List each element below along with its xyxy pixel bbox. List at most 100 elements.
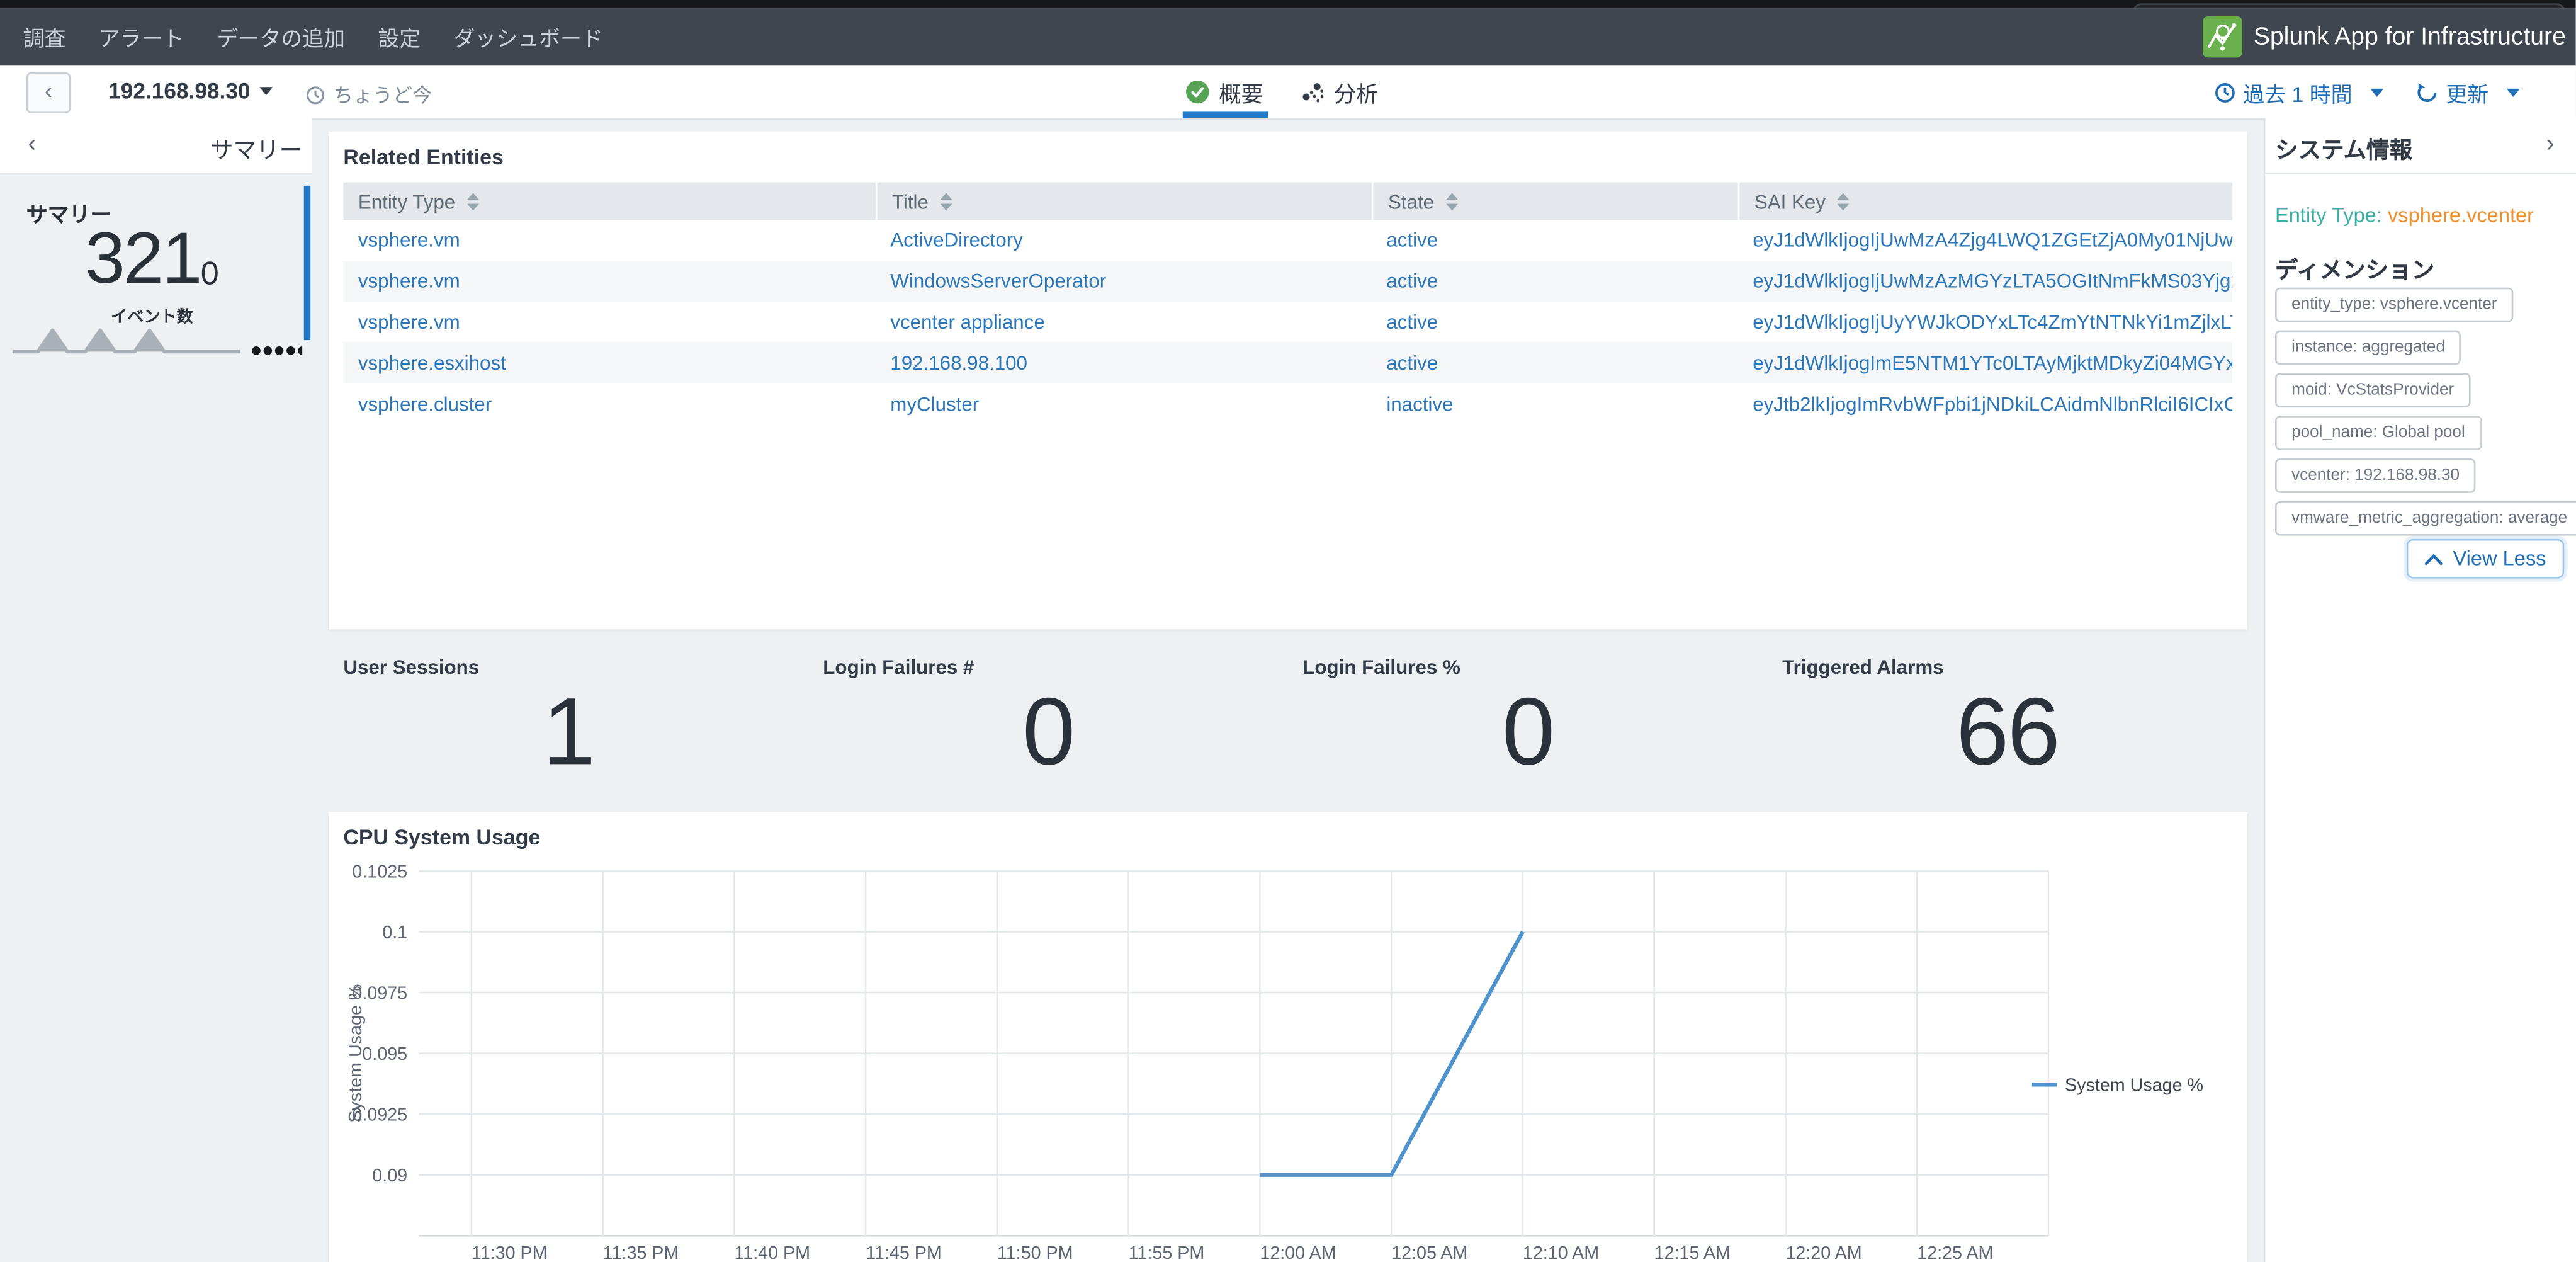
last-updated-status: ちょうど今 <box>305 81 432 108</box>
cell-link[interactable]: WindowsServerOperator <box>890 270 1107 293</box>
panel-title: Related Entities <box>343 144 504 169</box>
column-header[interactable]: Title <box>875 182 1372 220</box>
cell-link[interactable]: vsphere.vm <box>358 270 460 293</box>
dimension-pill[interactable]: instance: aggregated <box>2275 330 2461 365</box>
kpi-label: Login Failures % <box>1302 656 1460 679</box>
dimension-pill[interactable]: pool_name: Global pool <box>2275 416 2482 450</box>
event-count-value: 321 0 <box>0 219 304 299</box>
dimension-pill[interactable]: vmware_metric_aggregation: average <box>2275 501 2576 536</box>
chevron-down-icon <box>2370 88 2384 97</box>
x-tick-label: 12:05 AM <box>1391 1243 1467 1262</box>
cell-link[interactable]: vsphere.esxihost <box>358 351 506 375</box>
cell-link[interactable]: vsphere.vm <box>358 229 460 253</box>
cell-link[interactable]: active <box>1386 270 1438 293</box>
table-body: vsphere.vm ActiveDirectory active eyJ1dWlkI… <box>343 220 2233 424</box>
clock-icon <box>2214 83 2234 103</box>
dimension-pills: entity_type: vsphere.vcenter instance: ag… <box>2275 287 2576 544</box>
related-entities-table: Entity Type Title State SAI Key vsphere.vm A… <box>343 182 2233 424</box>
table-row: vsphere.vm ActiveDirectory active eyJ1dWlkI… <box>343 220 2232 261</box>
y-axis-title: System Usage % <box>346 984 366 1123</box>
check-circle-icon <box>1185 80 1209 104</box>
nav-item-1[interactable]: アラート <box>98 26 184 51</box>
cell-link[interactable]: inactive <box>1386 392 1454 416</box>
legend-label: System Usage % <box>2065 1076 2203 1096</box>
kpi-panel: Login Failures # 0 <box>808 637 1288 802</box>
y-tick-label: 0.1 <box>382 923 407 943</box>
cell-link[interactable]: eyJtb2lkIjogImRvbWFpbi1jNDkiLCAidmNlbnRl… <box>1753 392 2233 416</box>
cell-link[interactable]: active <box>1386 229 1438 253</box>
summary-tile[interactable]: サマリー 321 0 イベント数 <box>0 184 312 355</box>
related-entities-panel: Related Entities Entity Type Title State SA… <box>328 131 2247 630</box>
chevron-down-icon <box>2506 88 2520 97</box>
x-tick-label: 12:20 AM <box>1785 1243 1861 1262</box>
refresh-label: 更新 <box>2446 82 2489 107</box>
kpi-label: Triggered Alarms <box>1782 656 1944 679</box>
entity-selector-label: 192.168.98.30 <box>108 79 251 104</box>
app-branding: Splunk App for Infrastructure <box>2202 8 2566 65</box>
top-nav-bar: 調査 アラート データの追加 設定 ダッシュボード Splunk App for Inf… <box>0 8 2576 66</box>
nav-item-2[interactable]: データの追加 <box>217 26 346 51</box>
nav-item-3[interactable]: 設定 <box>378 26 421 51</box>
dimension-pill[interactable]: entity_type: vsphere.vcenter <box>2275 287 2514 322</box>
cell-link[interactable]: 192.168.98.100 <box>890 351 1027 375</box>
event-count-suffix: 0 <box>200 256 219 293</box>
sidebar-collapse-chevron[interactable]: ‹ <box>28 130 37 158</box>
table-row: vsphere.esxihost 192.168.98.100 active eyJ1… <box>343 342 2233 384</box>
kpi-row: User Sessions 1 Login Failures #0 Login Fai… <box>329 637 2247 802</box>
column-header[interactable]: State <box>1371 182 1738 220</box>
tab-analysis-label: 分析 <box>1333 82 1379 107</box>
panel-collapse-chevron[interactable]: › <box>2546 130 2555 158</box>
cpu-system-usage-chart[interactable]: 0.1025 0.1 0.0975 0.095 0.0925 0.09 11:30 PM 11… <box>329 812 2247 1262</box>
browser-top-strip <box>0 0 2576 9</box>
event-trend-sparkline <box>13 328 303 355</box>
cell-link[interactable]: eyJ1dWlkIjogIjUyYWJkODYxLTc4ZmYtNTNkYi1m… <box>1753 310 2232 334</box>
column-header[interactable]: Entity Type <box>343 182 876 220</box>
system-info-panel: システム情報 › Entity Type: vsphere.vcenter ディ… <box>2263 118 2576 1262</box>
event-count-main: 321 <box>84 219 202 299</box>
system-info-title: システム情報 <box>2275 136 2413 163</box>
x-tick-label: 12:15 AM <box>1654 1243 1731 1262</box>
back-button[interactable]: ‹ <box>26 72 71 114</box>
cell-link[interactable]: eyJ1dWlkIjogIjUwMzAzMGYzLTA5OGItNmFkMS03… <box>1753 270 2232 293</box>
tab-overview[interactable]: 概要 <box>1185 76 1263 108</box>
cell-link[interactable]: vsphere.cluster <box>358 392 492 416</box>
dimension-pill[interactable]: vcenter: 192.168.98.30 <box>2275 458 2477 493</box>
tab-analysis[interactable]: 分析 <box>1301 76 1379 108</box>
sidebar-panel-title: サマリー <box>210 136 303 163</box>
y-tick-label: 0.0975 <box>352 984 407 1004</box>
entity-selector[interactable]: 192.168.98.30 <box>108 79 274 104</box>
nav-item-4[interactable]: ダッシュボード <box>453 26 603 51</box>
time-range-picker[interactable]: 過去 1 時間 <box>2213 77 2384 109</box>
chevron-down-icon <box>260 87 274 96</box>
panel-title: CPU System Usage <box>343 824 541 850</box>
kpi-panel: Login Failures % 0 <box>1288 637 1768 802</box>
divider <box>2265 172 2576 174</box>
cell-link[interactable]: vcenter appliance <box>890 310 1045 334</box>
app-title: Splunk App for Infrastructure <box>2253 23 2566 51</box>
dimensions-title: ディメンション <box>2275 256 2435 283</box>
y-tick-label: 0.095 <box>362 1044 407 1064</box>
view-less-button[interactable]: View Less <box>2407 538 2565 579</box>
cell-link[interactable]: ActiveDirectory <box>890 229 1023 253</box>
sort-icon <box>941 192 953 210</box>
column-header-label: Entity Type <box>358 190 456 213</box>
dimension-pill[interactable]: moid: VcStatsProvider <box>2275 373 2471 408</box>
cell-link[interactable]: myCluster <box>890 392 980 416</box>
refresh-control[interactable]: 更新 <box>2416 77 2520 109</box>
tab-overview-label: 概要 <box>1219 82 1263 107</box>
x-tick-label: 11:50 PM <box>997 1243 1073 1262</box>
cell-link[interactable]: active <box>1386 351 1438 375</box>
column-header[interactable]: SAI Key <box>1737 182 2233 220</box>
nav-item-0[interactable]: 調査 <box>23 26 66 51</box>
x-tick-label: 11:40 PM <box>734 1243 810 1262</box>
browser-field-fragment <box>2132 3 2566 9</box>
cell-link[interactable]: eyJ1dWlkIjogIjUwMzA4Zjg4LWQ1ZGEtZjA0My01… <box>1753 229 2233 253</box>
cell-link[interactable]: active <box>1386 310 1438 334</box>
kpi-value: 1 <box>543 678 596 786</box>
kpi-value: 66 <box>1956 678 2060 786</box>
cell-link[interactable]: vsphere.vm <box>358 310 460 334</box>
cell-link[interactable]: eyJ1dWlkIjogImE5NTM1YTc0LTAyMjktMDkyZi04… <box>1753 351 2233 375</box>
x-tick-label: 12:10 AM <box>1523 1243 1599 1262</box>
y-tick-label: 0.0925 <box>352 1105 407 1125</box>
